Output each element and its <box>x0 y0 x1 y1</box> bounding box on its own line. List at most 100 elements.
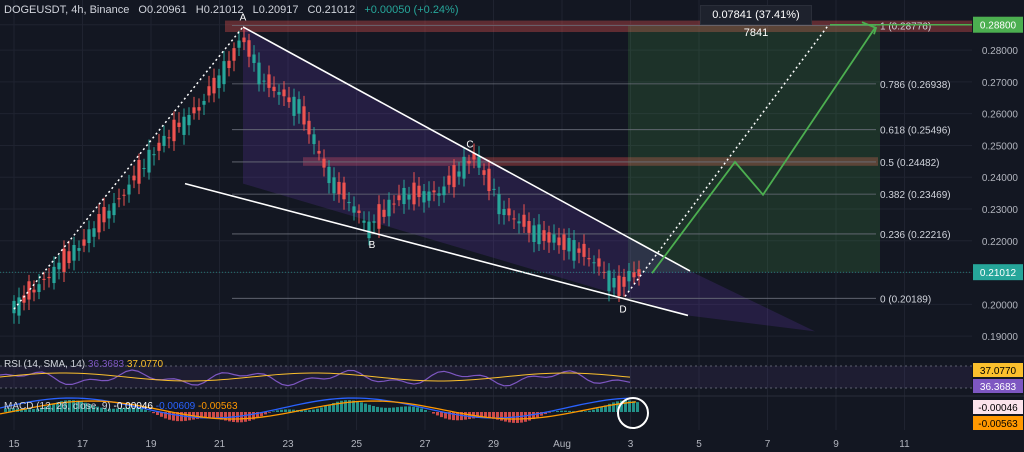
candle-body <box>147 149 151 173</box>
candle-body <box>227 60 231 69</box>
candle-body <box>212 77 216 94</box>
candle-body <box>27 281 31 300</box>
macd-histogram-bar <box>268 412 271 413</box>
impulse-dotted-line <box>13 26 244 310</box>
candle-body <box>612 277 616 288</box>
fib-label: 0.236 (0.22216) <box>880 230 951 241</box>
macd-histogram-bar <box>460 412 463 421</box>
candle-body <box>372 221 376 223</box>
candle-body <box>407 194 411 200</box>
fib-label: 0.618 (0.25496) <box>880 126 951 137</box>
rsi-value: 36.3683 <box>87 359 125 370</box>
macd-legend[interactable]: MACD (12, 26, close, 9) -0.00046 -0.0060… <box>4 401 238 412</box>
macd-histogram-bar <box>392 407 395 412</box>
macd-histogram-bar <box>516 412 519 423</box>
macd-histogram-bar <box>500 412 503 421</box>
candle-body <box>462 156 466 179</box>
macd-histogram-bar <box>396 407 399 412</box>
macd-histogram-bar <box>316 408 319 412</box>
fib-label: 0 (0.20189) <box>880 294 931 305</box>
candle-body <box>392 203 396 205</box>
macd-histogram-bar <box>320 407 323 412</box>
macd-histogram-bar <box>424 409 427 412</box>
candle-body <box>222 61 226 85</box>
macd-signal-badge <box>973 416 1023 430</box>
macd-histogram-bar <box>412 406 415 412</box>
macd-histogram-bar <box>476 412 479 418</box>
time-tick: 11 <box>899 439 910 450</box>
candle-body <box>402 187 406 205</box>
candle-body <box>552 234 556 243</box>
macd-histogram-bar <box>584 411 587 412</box>
rsi-badge-label: 36.3683 <box>980 382 1017 393</box>
macd-hist-badge <box>973 400 1023 414</box>
macd-histogram-bar <box>560 410 563 412</box>
candle-body <box>277 92 281 95</box>
candle-body <box>602 271 606 273</box>
macd-histogram-bar <box>212 412 215 419</box>
macd-histogram-bar <box>160 412 163 417</box>
wedge-lower-line <box>184 182 689 317</box>
macd-histogram-bar <box>440 412 443 418</box>
pattern-point-c: C <box>466 139 473 150</box>
candle-body <box>527 221 531 233</box>
macd-histogram-bar <box>492 412 495 419</box>
rsi-badge <box>973 379 1023 393</box>
macd-histogram-bar <box>312 409 315 412</box>
candle-body <box>247 40 251 57</box>
price-badge-label: 0.21012 <box>980 268 1017 279</box>
candle-body <box>252 54 256 63</box>
candle-body <box>512 218 516 220</box>
candle-body <box>267 74 271 88</box>
price-tick: 0.23000 <box>982 205 1019 216</box>
macd-histogram-bar <box>272 411 275 412</box>
candle-body <box>482 170 486 175</box>
macd-histogram-bar <box>180 412 183 422</box>
pattern-point-a: A <box>240 12 247 23</box>
macd-histogram-bar <box>88 404 91 412</box>
rsi-legend[interactable]: RSI (14, SMA, 14) 36.3683 37.0770 <box>4 359 163 370</box>
macd-histogram-bar <box>352 400 355 412</box>
wedge-upper-line <box>242 26 691 272</box>
candle-body <box>332 177 336 194</box>
candle-body <box>557 237 561 246</box>
macd-histogram-bar <box>536 412 539 418</box>
fib-label: 1 (0.28776) <box>880 21 931 32</box>
candle-body <box>597 258 601 267</box>
macd-histogram-bar <box>84 402 87 412</box>
macd-histogram-bar <box>288 409 291 412</box>
macd-hist-badge-label: -0.00046 <box>978 403 1018 414</box>
candle-body <box>352 206 356 213</box>
candle-body <box>112 203 116 216</box>
macd-histogram-bar <box>544 412 547 415</box>
macd-histogram-bar <box>372 405 375 412</box>
symbol-label[interactable]: DOGEUSDT, 4h, Binance <box>4 4 130 16</box>
macd-histogram-bar <box>444 412 447 419</box>
macd-histogram-bar <box>340 400 343 412</box>
time-tick: 27 <box>419 439 431 450</box>
candle-body <box>262 80 266 82</box>
macd-histogram-bar <box>260 412 263 417</box>
macd-histogram-bar <box>44 406 47 412</box>
candle-body <box>52 266 56 284</box>
macd-histogram-bar <box>496 412 499 420</box>
macd-histogram-bar <box>360 402 363 412</box>
candle-body <box>567 237 571 252</box>
macd-histogram-bar <box>276 410 279 412</box>
macd-histogram-bar <box>580 411 583 412</box>
candle-body <box>547 232 551 243</box>
candle-body <box>42 278 46 280</box>
macd-histogram-bar <box>524 412 527 422</box>
projection-path <box>651 27 876 274</box>
time-tick: 3 <box>628 439 634 450</box>
supply-zone-mid <box>303 157 878 166</box>
candle-body <box>32 289 36 293</box>
candle-body <box>412 182 416 205</box>
macd-histogram-bar <box>448 412 451 420</box>
macd-histogram-bar <box>128 407 131 412</box>
candle-body <box>357 210 361 214</box>
macd-histogram-bar <box>112 408 115 412</box>
candle-body <box>497 194 501 215</box>
macd-histogram-bar <box>172 412 175 421</box>
